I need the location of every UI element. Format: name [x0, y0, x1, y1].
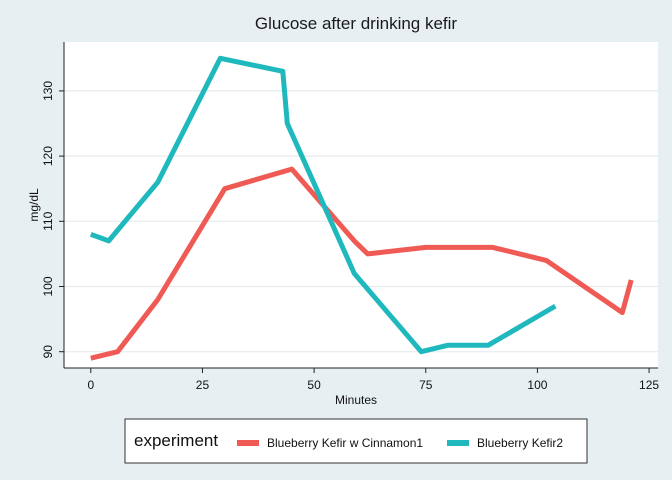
y-tick-label: 90	[41, 345, 55, 359]
legend-label-1: Blueberry Kefir w Cinnamon1	[267, 436, 423, 450]
legend-label-2: Blueberry Kefir2	[477, 436, 563, 450]
x-axis-title: Minutes	[335, 393, 377, 407]
series-line-2	[89, 55, 557, 355]
chart-title: Glucose after drinking kefir	[255, 14, 458, 33]
x-tick-label: 125	[639, 378, 659, 392]
series-line-1	[90, 166, 634, 361]
legend-title: experiment	[134, 431, 218, 450]
y-tick-label: 120	[41, 146, 55, 166]
legend: experiment Blueberry Kefir w Cinnamon1 Bl…	[124, 418, 588, 464]
y-tick-label: 110	[41, 211, 55, 230]
series-lines	[89, 55, 634, 361]
legend-box	[124, 418, 588, 464]
x-tick-label: 25	[196, 378, 210, 392]
y-axis-title: mg/dL	[27, 188, 41, 222]
x-tick-label: 75	[419, 378, 433, 392]
x-tick-label: 50	[307, 378, 321, 392]
gridlines	[64, 90, 658, 353]
plot-area	[64, 42, 658, 368]
y-tick-label: 130	[41, 81, 55, 101]
x-tick-label: 0	[87, 378, 94, 392]
axes: 90 100 110 120 130 0 25 50 75 100 125	[41, 42, 659, 392]
x-tick-label: 100	[527, 378, 547, 392]
y-tick-label: 100	[41, 276, 55, 296]
